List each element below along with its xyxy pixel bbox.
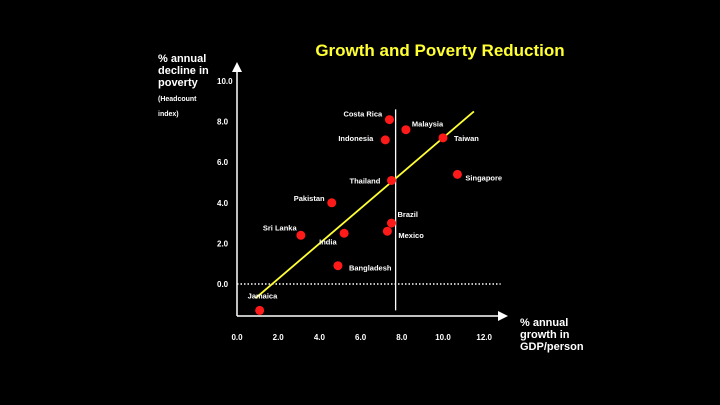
y-tick-label: 8.0: [217, 118, 229, 127]
x-tick-labels: 0.0 2.0 4.0 6.0 8.0 10.0 12.0: [231, 333, 492, 342]
x-axis-arrow: [498, 311, 508, 321]
point-label: Mexico: [398, 231, 424, 240]
trend-line: [254, 110, 475, 299]
x-axis-title-line-2: growth in: [520, 329, 570, 341]
x-tick-label: 0.0: [231, 333, 243, 342]
data-point: [401, 125, 411, 135]
point-label: Pakistan: [294, 194, 325, 203]
point-label: Bangladesh: [349, 264, 392, 273]
point-label: Brazil: [398, 210, 418, 219]
point-label: India: [319, 237, 337, 246]
y-tick-label: 2.0: [217, 239, 229, 248]
point-label: Taiwan: [454, 134, 479, 143]
y-tick-label: 0.0: [217, 280, 229, 289]
data-points: [255, 115, 462, 315]
point-labels: Costa Rica Malaysia Indonesia Taiwan Thailan…: [248, 110, 502, 301]
y-tick-label: 4.0: [217, 199, 229, 208]
y-axis-subtitle-line-2: index): [158, 111, 179, 118]
y-axis-title-line-3: poverty: [158, 77, 199, 89]
x-tick-label: 12.0: [476, 333, 492, 342]
point-label: Indonesia: [338, 134, 374, 143]
data-point: [333, 261, 343, 271]
data-point: [438, 133, 448, 143]
data-point: [255, 305, 265, 315]
x-axis-title: % annual growth in GDP/person: [520, 317, 584, 353]
data-point: [382, 226, 392, 236]
y-tick-labels: 0.0 2.0 4.0 6.0 8.0 10.0: [217, 77, 233, 289]
reference-lines: [237, 109, 501, 311]
x-axis-title-line-3: GDP/person: [520, 341, 584, 353]
data-point: [296, 230, 306, 240]
point-label: Jamaica: [248, 291, 278, 300]
y-tick-label: 10.0: [217, 77, 233, 86]
point-label: Thailand: [350, 176, 381, 185]
data-point: [387, 175, 396, 185]
data-point: [384, 115, 394, 125]
x-tick-label: 2.0: [273, 333, 285, 342]
data-point: [380, 135, 390, 145]
point-label: Sri Lanka: [263, 223, 298, 232]
point-label: Singapore: [465, 173, 502, 182]
axes: [232, 62, 508, 321]
y-axis-arrow: [232, 62, 242, 72]
x-axis-title-line-1: % annual: [520, 317, 568, 329]
y-axis-title-line-1: % annual: [158, 53, 206, 65]
point-label: Costa Rica: [343, 110, 383, 119]
data-point: [387, 218, 396, 228]
data-point: [452, 169, 462, 179]
point-label: Malaysia: [412, 120, 444, 129]
y-axis-title: % annual decline in poverty (Headcount i…: [158, 53, 209, 118]
x-tick-label: 8.0: [396, 333, 408, 342]
y-tick-label: 6.0: [217, 158, 229, 167]
data-point: [327, 198, 337, 208]
y-axis-title-line-2: decline in: [158, 65, 209, 77]
data-point: [339, 228, 349, 238]
x-tick-label: 6.0: [355, 333, 367, 342]
x-tick-label: 10.0: [435, 333, 451, 342]
x-tick-label: 4.0: [314, 333, 326, 342]
chart-title: Growth and Poverty Reduction: [315, 41, 564, 60]
y-axis-subtitle-line-1: (Headcount: [158, 96, 197, 103]
